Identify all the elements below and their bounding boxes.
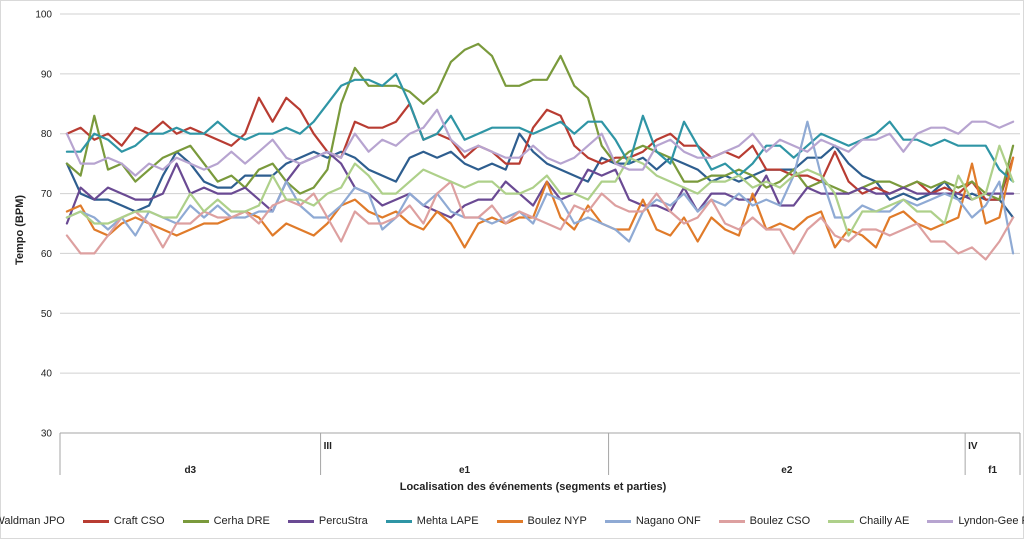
- legend-swatch: [927, 519, 954, 523]
- y-axis-title: Tempo (BPM): [14, 195, 26, 265]
- legend-label: PercuStra: [318, 515, 368, 527]
- series-line-nagano-onf: [65, 120, 1015, 255]
- series-layer: [65, 42, 1015, 261]
- legend-item: Chailly AE: [828, 515, 909, 527]
- legend-item: Nagano ONF: [604, 515, 701, 527]
- legend-item: Boulez NYP: [496, 515, 587, 527]
- axis-layer: 30 40 50 60 70 80 90 100 d3 e1 e2 f1 III IV: [35, 10, 1021, 476]
- legend-item: Boulez CSO: [718, 515, 811, 527]
- series-line-waldman-jpo: [65, 132, 1015, 219]
- series-line-lyndon-gee-pnrso: [65, 108, 1015, 177]
- legend-swatch: [287, 519, 314, 523]
- legend-item: PercuStra: [287, 515, 368, 527]
- series-line-boulez-cso: [65, 180, 1015, 261]
- legend-item: Craft CSO: [82, 515, 165, 527]
- y-tick-label: 80: [41, 129, 53, 140]
- legend-item: Waldman JPO: [0, 515, 65, 527]
- legend-item: Lyndon-Gee PNRSO: [927, 515, 1024, 527]
- y-tick-label: 90: [41, 69, 53, 80]
- y-tick-label: 50: [41, 309, 53, 320]
- y-tick-label: 100: [35, 10, 52, 21]
- series-line-mehta-lape: [65, 72, 1015, 183]
- series-line-percustra: [65, 150, 1015, 225]
- series-line-cerha-dre: [65, 42, 1015, 201]
- legend-item: Cerha DRE: [182, 515, 270, 527]
- y-tick-label: 30: [41, 429, 53, 440]
- legend-label: Waldman JPO: [0, 515, 65, 527]
- segment-label-e2: e2: [781, 465, 793, 476]
- series-line-chailly-ae: [65, 144, 1015, 237]
- series-line-craft-cso: [65, 96, 1015, 201]
- legend-swatch: [604, 519, 631, 523]
- legend-label: Boulez NYP: [527, 515, 587, 527]
- part-label-IV: IV: [968, 441, 978, 452]
- segment-label-d3: d3: [184, 465, 196, 476]
- legend-label: Craft CSO: [113, 515, 165, 527]
- legend-label: Chailly AE: [859, 515, 910, 527]
- segment-label-e1: e1: [459, 465, 471, 476]
- legend-swatch: [385, 519, 412, 523]
- legend: Waldman JPO Craft CSO Cerha DRE PercuStra Me…: [0, 513, 1024, 529]
- legend-swatch: [828, 519, 855, 523]
- legend-item: Mehta LAPE: [385, 515, 479, 527]
- legend-label: Boulez CSO: [749, 515, 811, 527]
- legend-swatch: [718, 519, 745, 523]
- legend-swatch: [496, 519, 523, 523]
- legend-swatch: [82, 519, 109, 523]
- legend-label: Nagano ONF: [635, 515, 701, 527]
- legend-label: Cerha DRE: [213, 515, 270, 527]
- series-line-boulez-nyp: [65, 156, 1015, 249]
- y-tick-label: 40: [41, 369, 53, 380]
- legend-label: Mehta LAPE: [416, 515, 479, 527]
- y-tick-label: 60: [41, 249, 53, 260]
- legend-label: Lyndon-Gee PNRSO: [958, 515, 1024, 527]
- y-tick-label: 70: [41, 189, 53, 200]
- segment-label-f1: f1: [988, 465, 997, 476]
- legend-swatch: [182, 519, 209, 523]
- x-axis-title: Localisation des événements (segments et…: [400, 481, 667, 493]
- part-label-III: III: [324, 441, 333, 452]
